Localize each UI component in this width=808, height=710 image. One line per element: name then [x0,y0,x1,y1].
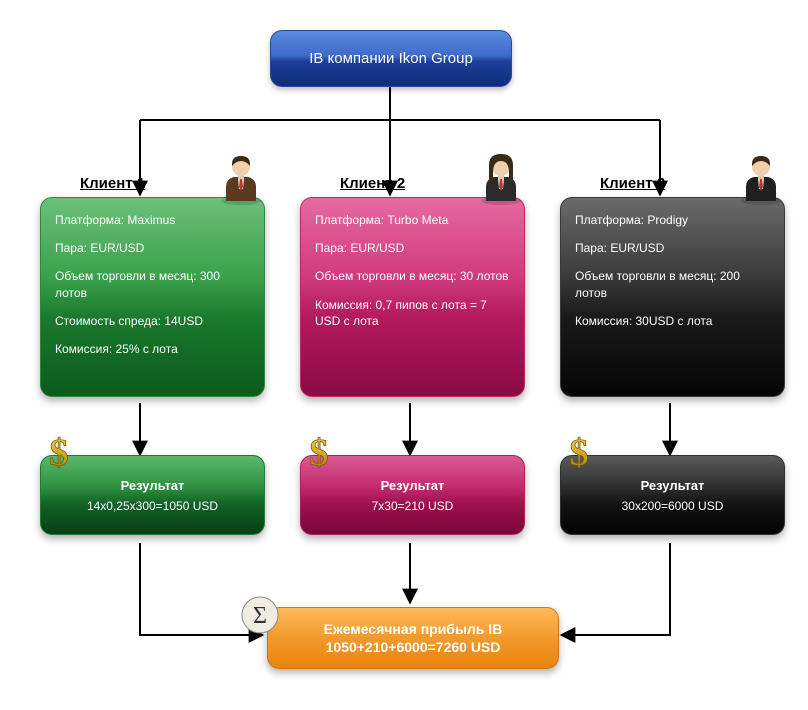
result-title-1: Результат [55,478,250,493]
client-column-3: Клиент 3 Платформа: ProdigyПара: EUR/USD… [560,175,785,535]
result-calc-2: 7x30=210 USD [315,499,510,513]
person-icon [216,151,266,206]
dollar-icon: $ [39,431,79,473]
client-result-card-3: $ Результат 30x200=6000 USD [560,455,785,535]
client-info-line: Платформа: Prodigy [575,212,770,228]
sigma-icon: Σ [240,595,280,635]
result-calc-1: 14x0,25x300=1050 USD [55,499,250,513]
summary-line1: Ежемесячная прибыль IB [324,620,503,638]
client-column-2: Клиент 2 Платформа: Turbo MetaПара: EUR/… [300,175,525,535]
client-info-line: Пара: EUR/USD [575,240,770,256]
dollar-icon: $ [559,431,599,473]
client-info-line: Объем торговли в месяц: 300 лотов [55,268,250,300]
dollar-icon: $ [299,431,339,473]
svg-text:$: $ [310,432,329,473]
flowchart-canvas: IB компании Ikon Group Клиент 1 Платформ… [15,15,793,695]
client-column-1: Клиент 1 Платформа: MaximusПара: EUR/USD… [40,175,265,535]
summary-line2: 1050+210+6000=7260 USD [326,638,501,656]
svg-text:$: $ [50,432,69,473]
top-company-label: IB компании Ikon Group [309,50,473,67]
svg-text:Σ: Σ [253,603,267,629]
result-calc-3: 30x200=6000 USD [575,499,770,513]
client-info-line: Комиссия: 30USD с лота [575,313,770,329]
result-title-3: Результат [575,478,770,493]
top-company-box: IB компании Ikon Group [270,30,512,87]
client-info-line: Комиссия: 0,7 пипов с лота = 7 USD с лот… [315,297,510,329]
summary-box: Ежемесячная прибыль IB 1050+210+6000=726… [267,607,559,669]
client-info-line: Платформа: Maximus [55,212,250,228]
client-info-line: Пара: EUR/USD [55,240,250,256]
client-info-line: Пара: EUR/USD [315,240,510,256]
client-info-line: Комиссия: 25% с лота [55,341,250,357]
client-info-line: Платформа: Turbo Meta [315,212,510,228]
client-info-line: Объем торговли в месяц: 30 лотов [315,268,510,284]
client-info-card-2: Платформа: Turbo Meta Пара: EUR/USD Объем … [300,197,525,397]
svg-text:$: $ [570,432,589,473]
client-result-card-1: $ Результат 14x0,25x300=1050 USD [40,455,265,535]
client-info-line: Стоимость спреда: 14USD [55,313,250,329]
client-info-card-1: Платформа: Maximus Пара: EUR/USD Объем тор… [40,197,265,397]
person-icon [736,151,786,206]
client-result-card-2: $ Результат 7x30=210 USD [300,455,525,535]
client-info-card-3: Платформа: Prodigy Пара: EUR/USD Объем тор… [560,197,785,397]
client-info-line: Объем торговли в месяц: 200 лотов [575,268,770,300]
result-title-2: Результат [315,478,510,493]
person-icon [476,151,526,206]
